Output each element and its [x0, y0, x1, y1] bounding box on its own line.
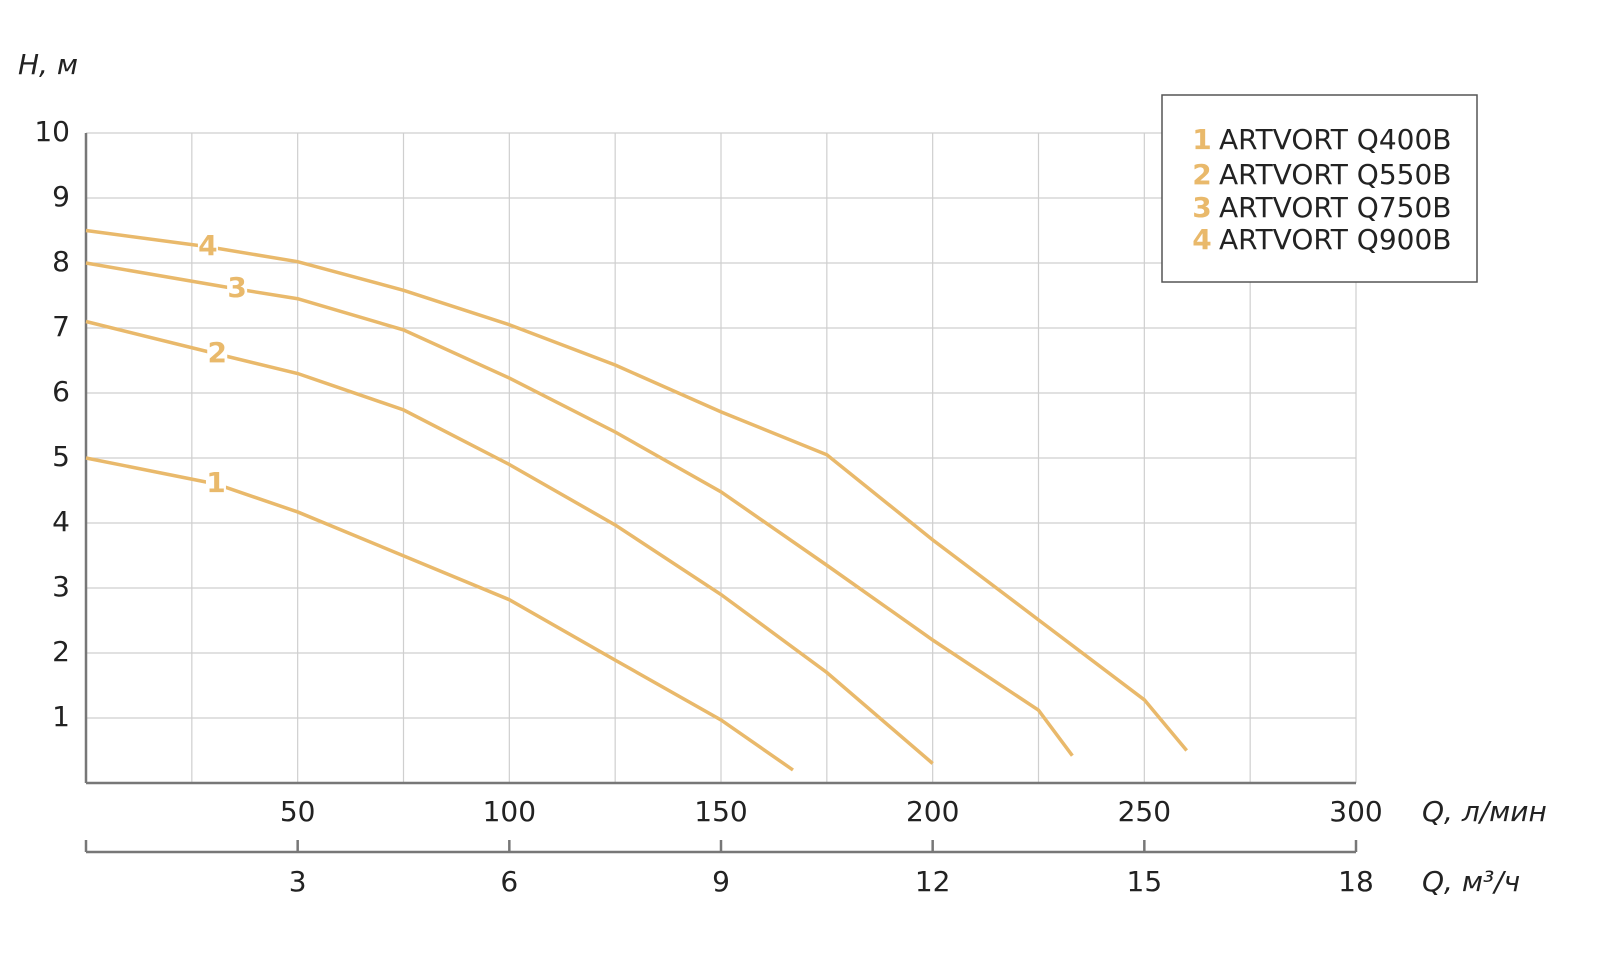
x-axis-label: Q, л/мин: [1422, 795, 1547, 828]
y-tick-label: 4: [52, 505, 70, 538]
legend-label: ARTVORT Q550B: [1219, 158, 1452, 191]
curve-label-bg: [227, 275, 248, 303]
y-tick-label: 10: [34, 115, 70, 148]
legend-number: 1: [1192, 123, 1211, 156]
curve-label-bg: [197, 232, 218, 261]
x-tick-label: 300: [1329, 795, 1382, 828]
x-tick-label: 200: [906, 795, 959, 828]
legend-number: 3: [1192, 191, 1211, 224]
y-tick-label: 8: [52, 245, 70, 278]
y-tick-label: 3: [52, 570, 70, 603]
x-tick-label: 150: [694, 795, 747, 828]
curve: [85, 319, 934, 765]
legend-label: ARTVORT Q750B: [1219, 191, 1452, 224]
x2-tick-label: 9: [712, 865, 730, 898]
curve-label: 1: [206, 466, 225, 499]
legend-label: ARTVORT Q900B: [1219, 223, 1452, 256]
curve: [85, 261, 1074, 757]
y-tick-label: 6: [52, 375, 70, 408]
curve-label: 4: [198, 229, 217, 262]
y-axis-label: H, м: [18, 48, 78, 81]
y-tick-label: 7: [52, 310, 70, 343]
x2-axis-label: Q, м³/ч: [1422, 865, 1520, 898]
legend-number: 4: [1192, 223, 1211, 256]
x2-tick-label: 12: [915, 865, 951, 898]
curve-label-bg: [205, 470, 226, 498]
x2-tick-label: 6: [500, 865, 518, 898]
y-tick-label: 5: [52, 440, 70, 473]
x2-tick-label: 18: [1338, 865, 1374, 898]
curve-label: 2: [207, 336, 226, 369]
x-tick-label: 50: [280, 795, 316, 828]
x2-tick-label: 15: [1127, 865, 1163, 898]
x2-tick-label: 3: [289, 865, 307, 898]
x-tick-label: 250: [1118, 795, 1171, 828]
legend-label: ARTVORT Q400B: [1219, 123, 1452, 156]
y-tick-label: 9: [52, 180, 70, 213]
y-tick-label: 1: [52, 700, 70, 733]
curve-label-bg: [207, 340, 228, 368]
legend-number: 2: [1192, 158, 1211, 191]
legend-box: [1161, 94, 1478, 283]
y-tick-label: 2: [52, 635, 70, 668]
x-tick-label: 100: [483, 795, 536, 828]
curve: [85, 228, 1189, 752]
curve-label: 3: [227, 271, 246, 304]
